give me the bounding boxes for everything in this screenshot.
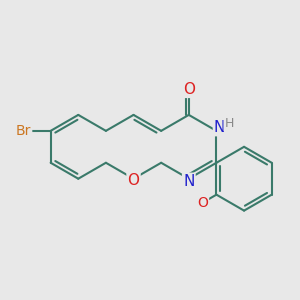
- Text: H: H: [224, 117, 234, 130]
- Text: O: O: [128, 173, 140, 188]
- Text: O: O: [197, 196, 208, 210]
- Text: Br: Br: [16, 124, 31, 138]
- Text: N: N: [214, 120, 225, 135]
- Text: N: N: [183, 174, 194, 189]
- Text: O: O: [183, 82, 195, 97]
